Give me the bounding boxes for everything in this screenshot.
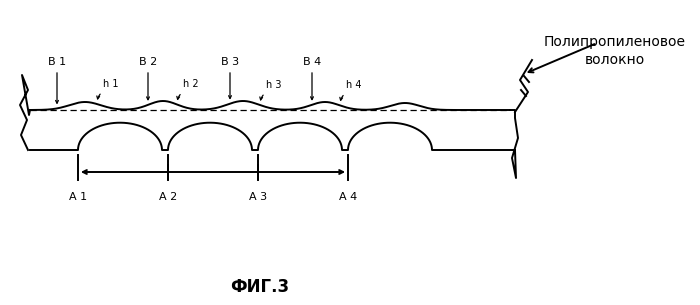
Text: A 4: A 4 <box>339 192 357 202</box>
Text: B 3: B 3 <box>221 57 239 67</box>
Text: B 4: B 4 <box>303 57 321 67</box>
Text: B 2: B 2 <box>139 57 157 67</box>
Text: A 1: A 1 <box>69 192 87 202</box>
Text: ФИГ.3: ФИГ.3 <box>230 278 290 296</box>
Text: h 2: h 2 <box>183 80 199 89</box>
Text: h 3: h 3 <box>266 80 281 90</box>
Text: h 1: h 1 <box>103 79 118 89</box>
Text: волокно: волокно <box>585 53 645 67</box>
Text: A 3: A 3 <box>249 192 267 202</box>
Text: Полипропиленовое: Полипропиленовое <box>544 35 686 49</box>
Text: h 4: h 4 <box>346 81 361 91</box>
Text: A 2: A 2 <box>159 192 177 202</box>
Text: B 1: B 1 <box>48 57 66 67</box>
